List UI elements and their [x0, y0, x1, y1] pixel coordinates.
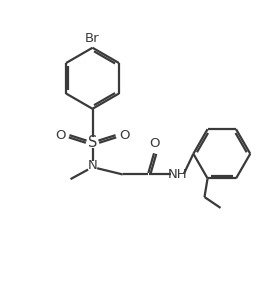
Text: S: S: [88, 135, 97, 150]
Text: N: N: [88, 159, 98, 172]
Text: O: O: [119, 129, 130, 142]
Text: NH: NH: [167, 168, 187, 181]
Text: O: O: [149, 137, 160, 150]
Text: O: O: [55, 129, 66, 142]
Text: Br: Br: [85, 32, 100, 45]
